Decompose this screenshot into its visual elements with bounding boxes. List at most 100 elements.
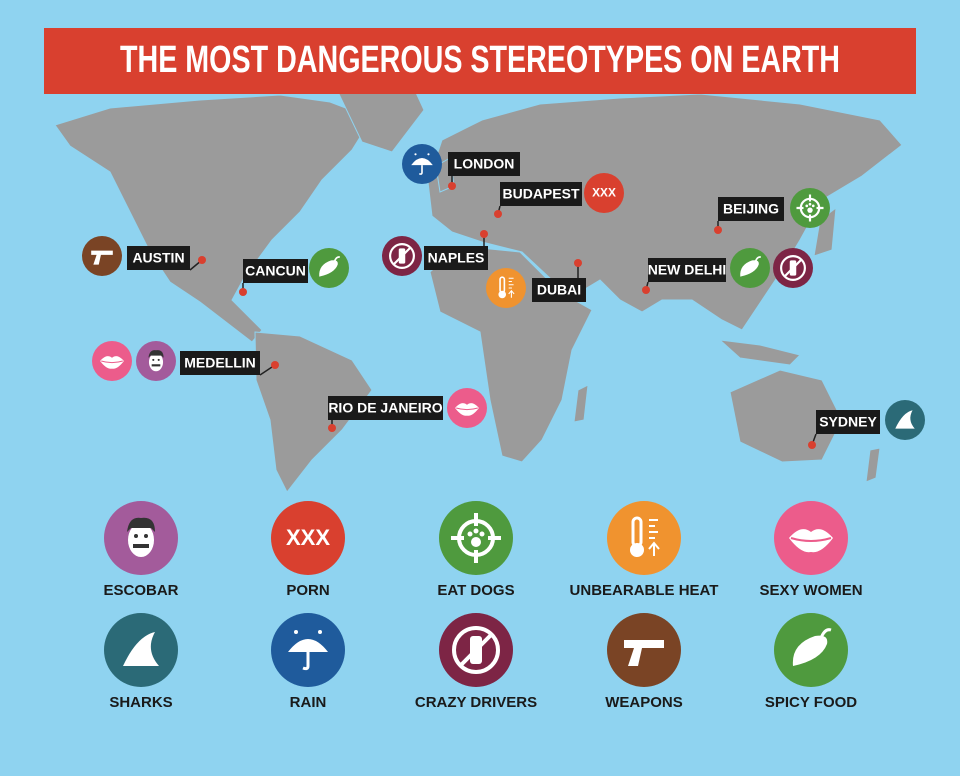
handle [418, 165, 423, 175]
icon-glyph [796, 194, 824, 222]
city-label-box [127, 246, 190, 270]
face [148, 352, 164, 372]
legend-label: PORN [286, 582, 329, 599]
city-label-box [816, 410, 880, 434]
icon-glyph [498, 276, 515, 299]
north-america [54, 94, 373, 343]
stem [819, 628, 832, 639]
toe [811, 204, 815, 208]
drop [294, 630, 298, 634]
legend-label: SHARKS [109, 694, 172, 711]
city-dot [808, 441, 816, 449]
mustache [151, 364, 161, 367]
slash [393, 247, 411, 265]
icon [885, 400, 925, 440]
icon: XXX [271, 501, 345, 575]
icon-glyph: XXX [592, 186, 616, 200]
city-dot [574, 259, 582, 267]
icon-glyph [91, 250, 113, 265]
no-sign [389, 243, 415, 269]
city-label: DUBAI [537, 282, 581, 298]
icon-glyph [624, 640, 664, 666]
icon [790, 188, 830, 228]
icon [773, 248, 813, 288]
title-banner [44, 28, 916, 94]
legend-label: SPICY FOOD [765, 694, 857, 711]
icon [730, 248, 770, 288]
bulb [498, 290, 506, 299]
japan [813, 206, 837, 257]
icon-glyph [895, 410, 915, 429]
toe [479, 531, 485, 537]
icon [774, 501, 848, 575]
pepper [792, 635, 828, 666]
no-sign [780, 255, 806, 281]
toe [467, 531, 473, 537]
icon-glyph [123, 632, 159, 666]
icon-glyph [789, 529, 833, 553]
icon-glyph [451, 513, 501, 563]
city-label: CANCUN [245, 263, 306, 279]
legend-label: ESCOBAR [103, 582, 178, 599]
umbrella [411, 158, 433, 166]
icon [774, 613, 848, 687]
icon-glyph [127, 517, 155, 557]
icon-text: XXX [286, 525, 330, 550]
city-label: NEW DELHI [648, 262, 727, 278]
stem [333, 256, 341, 262]
icon-glyph [780, 255, 806, 281]
icon [607, 613, 681, 687]
icon-circle [607, 501, 681, 575]
handle [302, 652, 310, 671]
icon [136, 341, 176, 381]
icon [82, 236, 122, 276]
city-dot [642, 286, 650, 294]
city-label-box [328, 396, 443, 420]
icon [439, 613, 513, 687]
icon-glyph [792, 628, 832, 666]
city-label-box [424, 246, 488, 270]
title: THE MOST DANGEROUS STEREOTYPES ON EARTH [120, 39, 840, 81]
icon-circle [486, 268, 526, 308]
icon [92, 341, 132, 381]
city-label: SYDNEY [819, 414, 877, 430]
eye [152, 358, 155, 361]
hair [148, 350, 164, 358]
city-dot [271, 361, 279, 369]
pepper [319, 260, 338, 277]
drop [414, 153, 417, 156]
city-dot [494, 210, 502, 218]
arrow [508, 289, 515, 298]
hair [127, 517, 155, 532]
legend-label: SEXY WOMEN [759, 582, 862, 599]
city-label-box [532, 278, 586, 302]
icon [271, 613, 345, 687]
lip-line [790, 537, 832, 542]
lip-line [456, 407, 478, 411]
markers: LONDON BUDAPEST XXX BEIJING AUSTIN CANCUN NAPL… [82, 144, 925, 711]
icon-glyph [411, 153, 433, 175]
crosshair-lines [796, 194, 824, 222]
lip-line [101, 360, 123, 364]
city-label: RIO DE JANEIRO [328, 400, 442, 416]
city-dot [448, 182, 456, 190]
city-dot [239, 288, 247, 296]
south-america [254, 331, 373, 493]
icon [447, 388, 487, 428]
icon [104, 501, 178, 575]
city-label-box [243, 259, 308, 283]
icon-glyph [740, 256, 762, 277]
city-dot [328, 424, 336, 432]
paw [471, 537, 481, 547]
icon-glyph [452, 626, 500, 674]
toe [473, 528, 479, 534]
toe [805, 204, 809, 208]
icon [439, 501, 513, 575]
icon-glyph [100, 356, 124, 369]
legend-label: CRAZY DRIVERS [415, 694, 537, 711]
city-label: AUSTIN [132, 250, 184, 266]
no-sign [452, 626, 500, 674]
icon-circle [271, 501, 345, 575]
icon [607, 501, 681, 575]
